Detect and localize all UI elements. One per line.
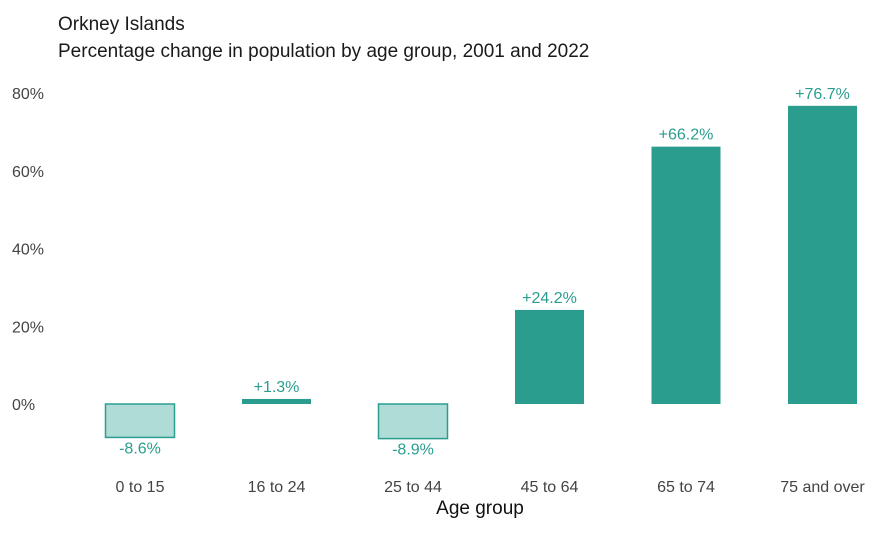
y-tick-label: 0%	[12, 397, 35, 414]
y-tick-label: 20%	[12, 319, 44, 336]
data-label: +1.3%	[254, 379, 300, 396]
bars	[104, 105, 857, 440]
y-tick-label: 40%	[12, 242, 44, 259]
x-axis-label: Age group	[436, 498, 524, 519]
data-label: +66.2%	[659, 127, 714, 144]
bar	[242, 398, 311, 404]
bar	[104, 403, 176, 439]
x-tick-label: 25 to 44	[384, 479, 442, 496]
chart-title: Orkney Islands	[58, 14, 185, 35]
bar	[788, 105, 857, 405]
chart-subtitle: Percentage change in population by age g…	[58, 41, 590, 62]
x-axis-ticks: 0 to 15 16 to 24 25 to 44 45 to 64 65 to 74 7…	[116, 479, 866, 496]
y-tick-label: 80%	[12, 86, 44, 103]
bar	[515, 309, 584, 404]
x-tick-label: 16 to 24	[248, 479, 306, 496]
data-label: +76.7%	[795, 86, 850, 103]
bar	[651, 146, 721, 404]
x-tick-label: 75 and over	[780, 479, 865, 496]
data-label: -8.9%	[392, 442, 434, 459]
x-tick-label: 45 to 64	[521, 479, 579, 496]
y-axis-ticks: 0% 20% 40% 60% 80%	[12, 86, 44, 414]
y-tick-label: 60%	[12, 164, 44, 181]
bar	[377, 403, 449, 440]
data-label: -8.6%	[119, 440, 161, 457]
x-tick-label: 65 to 74	[657, 479, 715, 496]
data-labels: -8.6% +1.3% -8.9% +24.2% +66.2% +76.7%	[119, 86, 850, 459]
x-tick-label: 0 to 15	[116, 479, 165, 496]
data-label: +24.2%	[522, 290, 577, 307]
